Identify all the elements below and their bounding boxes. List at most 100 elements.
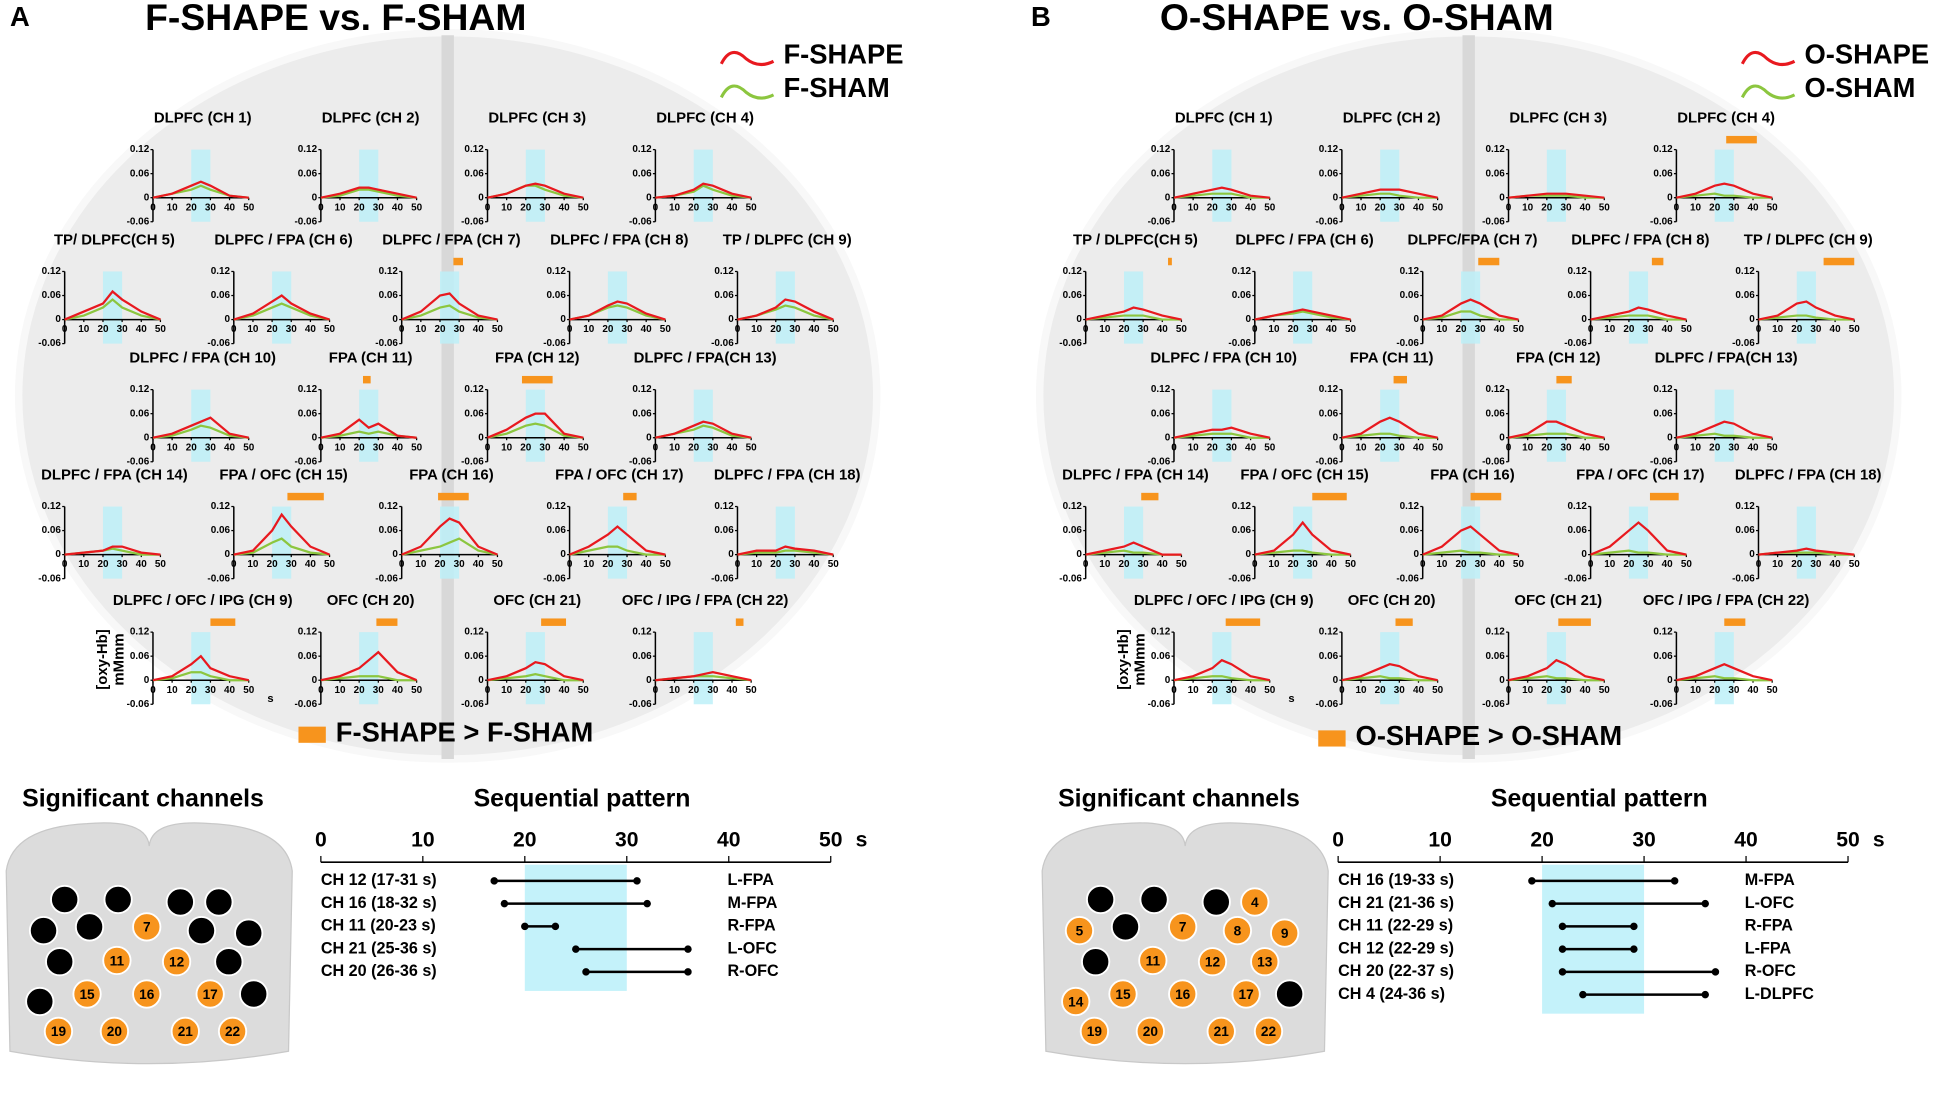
shape-curve <box>655 420 752 439</box>
channel-label: TP / DLPFC (CH 9) <box>723 231 852 248</box>
x-tick-label: 50 <box>411 202 423 213</box>
y-tick-label: 0.12 <box>42 266 62 277</box>
x-tick-label: 30 <box>1810 324 1822 335</box>
shape-curve <box>1254 520 1351 556</box>
seq-region: L-FPA <box>1745 939 1792 957</box>
shape-curve <box>569 525 666 556</box>
channel-label: DLPFC / FPA (CH 18) <box>714 466 861 483</box>
x-tick-label: 20 <box>354 442 366 453</box>
x-tick-label: 30 <box>286 559 298 570</box>
sig-bar <box>1651 257 1664 266</box>
y-tick-label: -0.06 <box>1228 338 1251 349</box>
sig-bar <box>1823 257 1855 266</box>
shape-curve <box>1422 298 1519 321</box>
channel-label: TP/ DLPFC(CH 5) <box>54 231 175 248</box>
seq-tick-label: 40 <box>1734 829 1758 852</box>
y-tick-label: 0.12 <box>130 384 150 395</box>
sham-curve <box>1422 549 1519 556</box>
x-tick-label: 20 <box>186 442 198 453</box>
x-tick-label: 40 <box>1157 324 1169 335</box>
channel-label: FPA (CH 12) <box>495 349 580 366</box>
y-tick-label: 0.06 <box>1232 525 1252 536</box>
channel-dot <box>1135 1016 1165 1046</box>
seq-unit: s <box>856 829 868 852</box>
channel-plot: DLPFC (CH 4)0.120.060-0.0601020304050 <box>1650 109 1778 227</box>
y-tick-label: 0.06 <box>1568 525 1588 536</box>
seq-row-label: CH 11 (20-23 s) <box>321 917 436 935</box>
shape-curve <box>1173 426 1270 439</box>
stim-block <box>775 271 795 344</box>
channel-number: 3 <box>1212 895 1220 910</box>
seq-row-label: CH 12 (22-29 s) <box>1338 939 1454 957</box>
y-tick-label: -0.06 <box>1650 456 1673 467</box>
sham-curve <box>1676 675 1773 682</box>
x-tick-label: 30 <box>622 324 634 335</box>
x-tick-label: 40 <box>1413 685 1425 696</box>
channel-label: FPA / OFC (CH 15) <box>1240 466 1368 483</box>
x-tick-label: 10 <box>415 559 427 570</box>
sham-curve <box>487 673 584 682</box>
channel-number: 20 <box>1143 1024 1159 1039</box>
x-tick-label: 40 <box>809 559 821 570</box>
x-tick-label: 20 <box>1207 442 1219 453</box>
y-tick-label: 0.06 <box>547 525 567 536</box>
sig-bar <box>287 492 324 501</box>
seq-end <box>1670 877 1679 885</box>
x-tick-label: 40 <box>1580 685 1592 696</box>
x-tick-label: 20 <box>1709 685 1721 696</box>
x-tick-label: 30 <box>1138 559 1150 570</box>
y-tick-label: -0.06 <box>629 456 652 467</box>
sig-bar <box>1395 618 1413 626</box>
y-tick-label: 0.12 <box>1400 266 1420 277</box>
x-tick-label: 20 <box>1207 202 1219 213</box>
shape-curve <box>1758 300 1855 321</box>
seq-tick-label: 40 <box>717 829 741 852</box>
x-tick-label: 10 <box>583 559 595 570</box>
legend-swatch <box>719 84 775 100</box>
x-tick-label: 50 <box>492 559 504 570</box>
y-tick-label: -0.06 <box>207 338 230 349</box>
channel-number: 7 <box>1179 920 1187 935</box>
x-tick-label: 20 <box>1709 202 1721 213</box>
seq-region: L-DLPFC <box>1745 985 1814 1003</box>
x-tick-label: 50 <box>746 685 758 696</box>
x-tick-label: 30 <box>1138 324 1150 335</box>
shape-curve <box>1341 416 1438 439</box>
channel-plot: DLPFC / FPA(CH 13)0.120.060-0.0601020304… <box>629 349 777 467</box>
x-tick-label: 50 <box>578 442 590 453</box>
sig-bar <box>521 375 553 384</box>
x-tick-label: 40 <box>1662 559 1674 570</box>
y-tick-label: -0.06 <box>127 699 150 710</box>
x-tick-label: 50 <box>411 442 423 453</box>
x-tick-label: 40 <box>559 442 571 453</box>
sham-curve <box>320 675 417 682</box>
sham-curve <box>1173 432 1270 439</box>
seq-row-label: CH 11 (22-29 s) <box>1338 917 1453 935</box>
channel-plot: DLPFC (CH 1)0.120.060-0.0601020304050 <box>1148 109 1276 227</box>
x-tick-label: 50 <box>324 559 336 570</box>
channel-number: 12 <box>1205 955 1221 970</box>
channel-dot <box>1081 947 1111 977</box>
y-tick-label: 0.06 <box>130 168 150 179</box>
x-tick-label: 30 <box>1226 442 1238 453</box>
shape-curve <box>1085 541 1182 556</box>
y-tick-label: 0 <box>1499 675 1505 686</box>
y-tick-label: 0.12 <box>1319 144 1339 155</box>
channel-dot <box>1253 1016 1284 1046</box>
x-tick-label: 50 <box>1599 442 1611 453</box>
stim-block <box>359 149 379 222</box>
channel-dot <box>195 979 225 1009</box>
x-tick-label: 20 <box>186 685 198 696</box>
channel-number: 13 <box>1257 955 1273 970</box>
channel-number: 6 <box>86 920 94 935</box>
shape-curve <box>1508 420 1605 439</box>
seq-tick-label: 20 <box>513 829 537 852</box>
sham-curve <box>1341 675 1438 682</box>
panel-letter: B <box>1031 1 1051 32</box>
shape-curve <box>64 289 161 321</box>
sham-curve <box>1676 192 1773 199</box>
x-tick-label: 50 <box>1599 202 1611 213</box>
x-tick-label: 50 <box>1767 442 1779 453</box>
y-tick-label: 0.06 <box>1232 290 1252 301</box>
y-tick-label: -0.06 <box>711 338 734 349</box>
